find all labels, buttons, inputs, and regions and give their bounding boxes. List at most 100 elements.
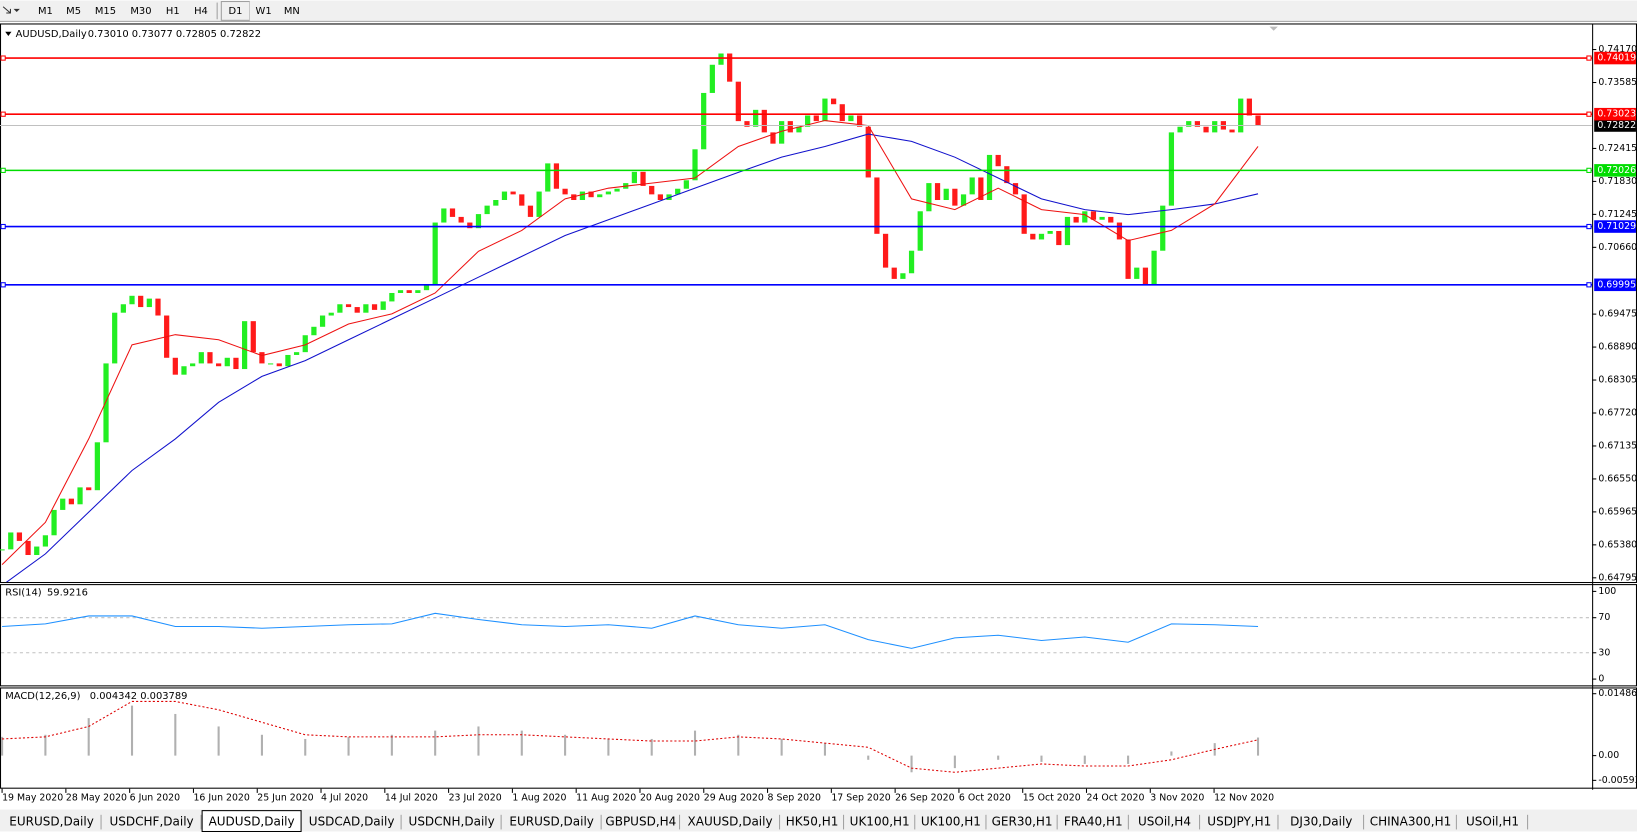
level-handle[interactable] <box>0 282 6 288</box>
tab-label[interactable]: AUDUSD,Daily <box>209 815 295 829</box>
level-handle[interactable] <box>1586 282 1592 288</box>
bear-candle <box>138 295 144 308</box>
macd-histogram-bar <box>693 730 697 756</box>
y-tick-label: 0.68305 <box>1598 375 1637 386</box>
level-handle[interactable] <box>1586 55 1592 61</box>
tab[interactable] <box>1200 812 1278 831</box>
tab-label[interactable]: USDCHF,Daily <box>110 815 194 829</box>
current-price-label: 0.72822 <box>1597 120 1636 131</box>
bull-candle <box>103 363 109 443</box>
bear-candle <box>1073 216 1079 223</box>
tab-label[interactable]: USDCAD,Daily <box>309 815 395 829</box>
level-handle[interactable] <box>0 111 6 117</box>
bull-candle <box>397 290 404 293</box>
macd-histogram-bar <box>130 705 134 756</box>
timeframe-label[interactable]: W1 <box>256 6 272 17</box>
date-label: 26 Sep 2020 <box>895 793 954 804</box>
timeframe-button[interactable] <box>158 1 187 21</box>
tab-label[interactable]: UK100,H1 <box>921 815 981 829</box>
timeframe-label[interactable]: M5 <box>66 6 81 17</box>
level-label-box <box>1594 164 1636 177</box>
timeframe-label[interactable]: MN <box>284 6 300 17</box>
bear-candle <box>527 205 534 217</box>
timeframe-button[interactable] <box>186 1 216 21</box>
tab[interactable] <box>844 812 915 831</box>
tab-label[interactable]: UK100,H1 <box>850 815 910 829</box>
timeframe-label[interactable]: H1 <box>166 6 180 17</box>
tab[interactable] <box>602 812 680 831</box>
tab[interactable] <box>680 812 780 831</box>
tab[interactable] <box>1058 812 1129 831</box>
tab[interactable] <box>987 812 1058 831</box>
tab-label[interactable]: DJ30,Daily <box>1290 815 1352 829</box>
tab-label[interactable]: FRA40,H1 <box>1064 815 1123 829</box>
tab-label[interactable]: GBPUSD,H4 <box>605 815 676 829</box>
bull-candle <box>441 208 447 223</box>
date-label: 29 Aug 2020 <box>704 793 764 804</box>
timeframe-label[interactable]: H4 <box>194 6 208 17</box>
timeframe-button[interactable] <box>31 1 60 21</box>
tab-label[interactable]: USOil,H1 <box>1466 815 1519 829</box>
bull-candle <box>198 352 204 364</box>
tab-label[interactable]: EURUSD,Daily <box>9 815 94 829</box>
tab[interactable] <box>402 812 502 831</box>
tab[interactable] <box>502 812 602 831</box>
level-handle[interactable] <box>1586 111 1592 117</box>
bull-candle <box>753 109 759 127</box>
bear-candle <box>1056 230 1062 246</box>
toolbar-icon[interactable] <box>2 6 11 14</box>
tab[interactable] <box>780 812 844 831</box>
tab[interactable] <box>2 812 102 831</box>
timeframe-button[interactable] <box>87 1 124 21</box>
toolbar-dropdown[interactable] <box>13 8 20 12</box>
bull-candle <box>423 284 430 291</box>
timeframe-label[interactable]: M1 <box>38 6 53 17</box>
tab[interactable] <box>1129 812 1200 831</box>
tab-label[interactable]: USDJPY,H1 <box>1207 815 1271 829</box>
tab[interactable] <box>1457 812 1528 831</box>
tab-label[interactable]: CHINA300,H1 <box>1370 815 1452 829</box>
tab-label[interactable]: EURUSD,Daily <box>509 815 594 829</box>
timeframe-label[interactable]: D1 <box>228 6 242 17</box>
bull-candle <box>1082 211 1088 223</box>
tab-label[interactable]: GER30,H1 <box>992 815 1053 829</box>
bull-candle <box>363 304 369 313</box>
tab-label[interactable]: USDCNH,Daily <box>409 815 495 829</box>
tab[interactable] <box>1279 812 1364 831</box>
timeframe-button[interactable] <box>123 1 159 21</box>
level-handle[interactable] <box>0 55 6 61</box>
bull-candle <box>718 53 724 65</box>
timeframe-label[interactable]: M15 <box>95 6 116 17</box>
level-handle[interactable] <box>1586 223 1592 230</box>
date-label: 16 Jun 2020 <box>193 793 249 804</box>
level-label-box <box>1594 220 1636 233</box>
timeframe-button[interactable] <box>277 1 306 21</box>
tab[interactable] <box>915 812 986 831</box>
chart-menu-arrow[interactable] <box>5 31 12 36</box>
level-handle[interactable] <box>1586 167 1592 173</box>
bull-candle <box>34 546 40 555</box>
tab-label[interactable]: XAUUSD,Daily <box>688 815 773 829</box>
tab[interactable] <box>102 812 202 831</box>
date-label: 1 Aug 2020 <box>512 793 566 804</box>
level-handle[interactable] <box>0 223 6 230</box>
bull-candle <box>1151 250 1157 285</box>
bear-candle <box>865 126 871 178</box>
bear-candle <box>1012 183 1019 195</box>
bear-candle <box>1021 194 1027 234</box>
tab[interactable] <box>1364 812 1457 831</box>
rsi-line <box>2 612 1259 649</box>
tab-label[interactable]: USOil,H4 <box>1138 815 1191 829</box>
timeframe-label[interactable]: M30 <box>130 6 151 17</box>
level-handle[interactable] <box>0 167 6 173</box>
bear-candle <box>588 191 594 198</box>
bear-candle <box>354 307 360 313</box>
timeframe-button[interactable] <box>59 1 88 21</box>
tab-label[interactable]: HK50,H1 <box>786 815 839 829</box>
rsi-tick-label: 30 <box>1598 647 1610 658</box>
tab[interactable] <box>302 812 402 831</box>
macd-tick-label: -0.005938 <box>1598 775 1637 786</box>
timeframe-button[interactable] <box>249 1 278 21</box>
y-tick-label: 0.73585 <box>1598 77 1637 88</box>
